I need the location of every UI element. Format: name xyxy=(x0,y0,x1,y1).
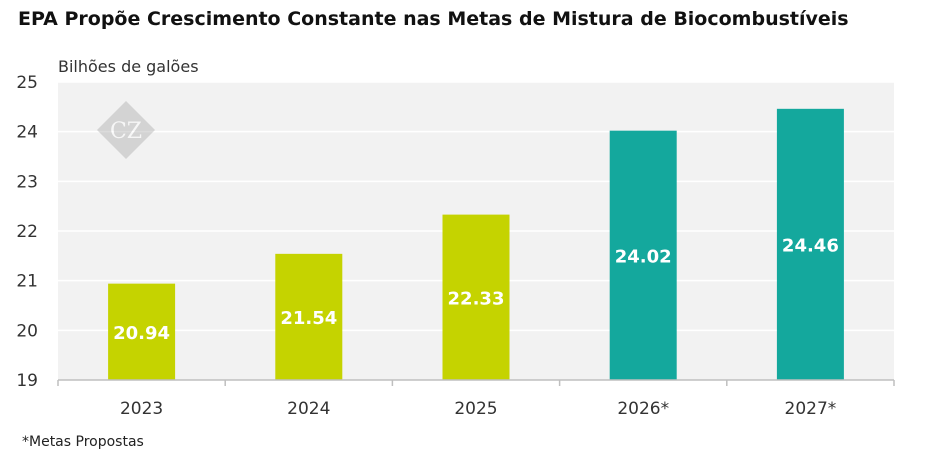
logo-text: CZ xyxy=(110,119,142,144)
data-label: 24.02 xyxy=(615,246,672,267)
x-tick-label: 2024 xyxy=(287,399,330,419)
y-tick-label: 23 xyxy=(16,172,38,192)
logo-diamond xyxy=(97,101,155,159)
bars: 20.94 21.54 22.33 24.02 24.46 xyxy=(108,108,844,380)
footnote: *Metas Propostas xyxy=(22,434,144,450)
y-tick-label: 20 xyxy=(16,321,38,341)
y-tick-label: 24 xyxy=(16,123,38,143)
x-tick-label: 2027* xyxy=(785,399,837,419)
logo-watermark: CZ xyxy=(97,101,155,159)
bar xyxy=(609,130,677,380)
chart-title: EPA Propõe Crescimento Constante nas Met… xyxy=(18,8,849,30)
data-label: 20.94 xyxy=(113,323,170,344)
x-tick-labels: 2023 2024 2025 2026* 2027* xyxy=(120,399,836,419)
x-axis-ticks xyxy=(57,380,895,386)
y-tick-labels: 19 20 21 22 23 24 25 xyxy=(16,73,38,391)
bar xyxy=(442,214,510,380)
x-tick-label: 2023 xyxy=(120,399,163,419)
y-tick-label: 25 xyxy=(16,73,38,93)
bar xyxy=(776,108,844,380)
data-label: 24.46 xyxy=(782,235,839,256)
data-label: 22.33 xyxy=(448,288,505,309)
bar xyxy=(275,253,343,380)
y-tick-label: 22 xyxy=(16,222,38,242)
data-label: 21.54 xyxy=(280,308,337,329)
y-tick-label: 21 xyxy=(16,272,38,292)
x-tick-label: 2025 xyxy=(454,399,497,419)
x-tick-label: 2026* xyxy=(617,399,669,419)
y-tick-label: 19 xyxy=(16,371,38,391)
bar xyxy=(108,283,176,380)
y-axis-label: Bilhões de galões xyxy=(58,57,199,76)
